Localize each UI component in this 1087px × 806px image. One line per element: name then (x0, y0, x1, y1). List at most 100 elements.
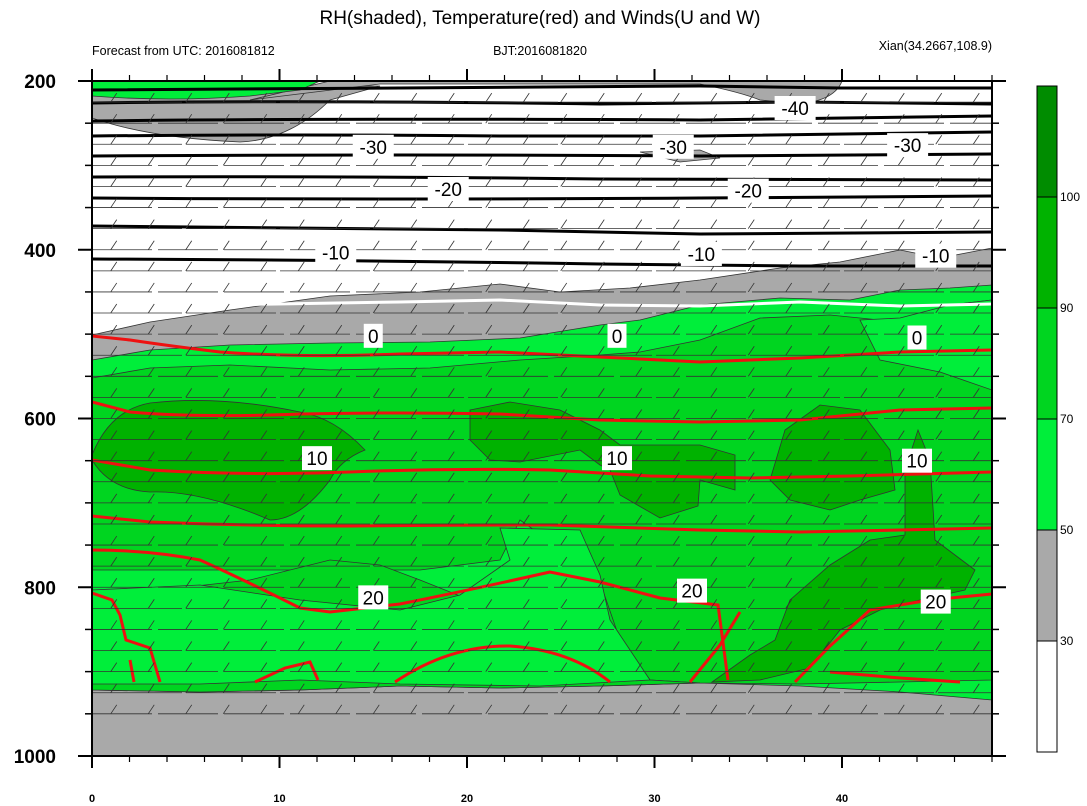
wind-barb (897, 198, 905, 208)
wind-barb (222, 219, 230, 229)
wind-barb (297, 324, 305, 335)
wind-barb (522, 662, 530, 672)
wind-barb (597, 219, 605, 229)
colorbar-label-90: 90 (1060, 301, 1074, 315)
wind-barb (147, 92, 155, 103)
wind-barb (522, 578, 530, 588)
bjt-subtitle: BJT:2016081820 (493, 44, 587, 58)
wind-barb (522, 345, 530, 356)
wind-barb (560, 135, 568, 145)
wind-barb (335, 409, 343, 419)
wind-barb (372, 620, 380, 630)
temperature-label: 0 (912, 329, 923, 350)
wind-barb (897, 324, 905, 335)
wind-barb (485, 535, 493, 546)
wind-barb (747, 135, 755, 145)
wind-barb (635, 578, 643, 588)
wind-barb (635, 704, 643, 715)
wind-barb (335, 367, 343, 377)
rh-dark-green-streak (710, 428, 976, 683)
wind-barb (972, 219, 980, 229)
wind-barb (710, 282, 718, 293)
wind-barb (672, 240, 680, 250)
wind-barb (822, 472, 830, 483)
wind-barb (410, 641, 418, 651)
wind-barb (672, 620, 680, 630)
temperature-label: -10 (322, 243, 349, 264)
wind-barb (747, 303, 755, 314)
wind-barb (522, 240, 530, 250)
wind-barb (635, 620, 643, 630)
wind-barb (822, 113, 830, 124)
wind-barb (672, 683, 680, 693)
wind-barb (635, 599, 643, 609)
wind-barb (747, 662, 755, 672)
wind-barb (635, 556, 643, 567)
wind-barb (447, 388, 455, 398)
wind-barb (972, 367, 980, 377)
wind-barb (560, 556, 568, 567)
wind-barb (747, 92, 755, 103)
wind-barb (147, 641, 155, 651)
wind-barb (560, 641, 568, 651)
wind-barb (297, 345, 305, 356)
wind-barb (710, 92, 718, 103)
colorbar-segment (1036, 85, 1058, 198)
wind-barb (822, 324, 830, 335)
wind-barb (897, 704, 905, 715)
wind-barb (972, 282, 980, 293)
wind-barb (597, 113, 605, 124)
wind-barb (860, 620, 868, 630)
wind-barb (822, 261, 830, 272)
wind-barb (110, 578, 118, 588)
wind-barb (822, 240, 830, 250)
wind-barb (110, 514, 118, 525)
wind-barb (222, 535, 230, 546)
wind-barb (485, 303, 493, 314)
wind-barb (297, 367, 305, 377)
wind-barb (860, 156, 868, 166)
wind-barb (785, 367, 793, 377)
temperature-label-box (907, 325, 927, 350)
wind-barb (635, 92, 643, 103)
wind-barb (110, 430, 118, 440)
wind-barb (672, 113, 680, 124)
wind-barb (710, 198, 718, 208)
wind-barb (710, 113, 718, 124)
wind-barb (485, 493, 493, 504)
wind-barb (560, 535, 568, 546)
wind-barb (297, 620, 305, 630)
wind-barb (222, 303, 230, 314)
wind-barb (147, 367, 155, 377)
wind-barb (335, 556, 343, 567)
wind-barb (522, 704, 530, 715)
wind-barb (822, 92, 830, 103)
wind-barb (485, 92, 493, 103)
wind-barb (935, 641, 943, 651)
wind-barb (785, 493, 793, 504)
wind-barb (185, 620, 193, 630)
wind-barb (447, 704, 455, 715)
wind-barb (560, 240, 568, 250)
wind-barb (185, 535, 193, 546)
wind-barb (597, 240, 605, 250)
wind-barb (260, 261, 268, 272)
wind-barb (672, 409, 680, 419)
wind-barb (972, 620, 980, 630)
wind-barb (447, 683, 455, 693)
wind-barb (185, 662, 193, 672)
wind-barb (110, 451, 118, 461)
wind-barb (485, 472, 493, 483)
wind-barb (747, 641, 755, 651)
wind-barb (222, 409, 230, 419)
temperature-label-box (315, 240, 357, 265)
temperature-label: 10 (606, 449, 627, 470)
wind-barb (185, 92, 193, 103)
zero-degree-contour (92, 298, 992, 309)
wind-barb (485, 261, 493, 272)
wind-barb (597, 177, 605, 187)
wind-barb (860, 493, 868, 504)
wind-barb (185, 388, 193, 398)
wind-barb (297, 219, 305, 229)
